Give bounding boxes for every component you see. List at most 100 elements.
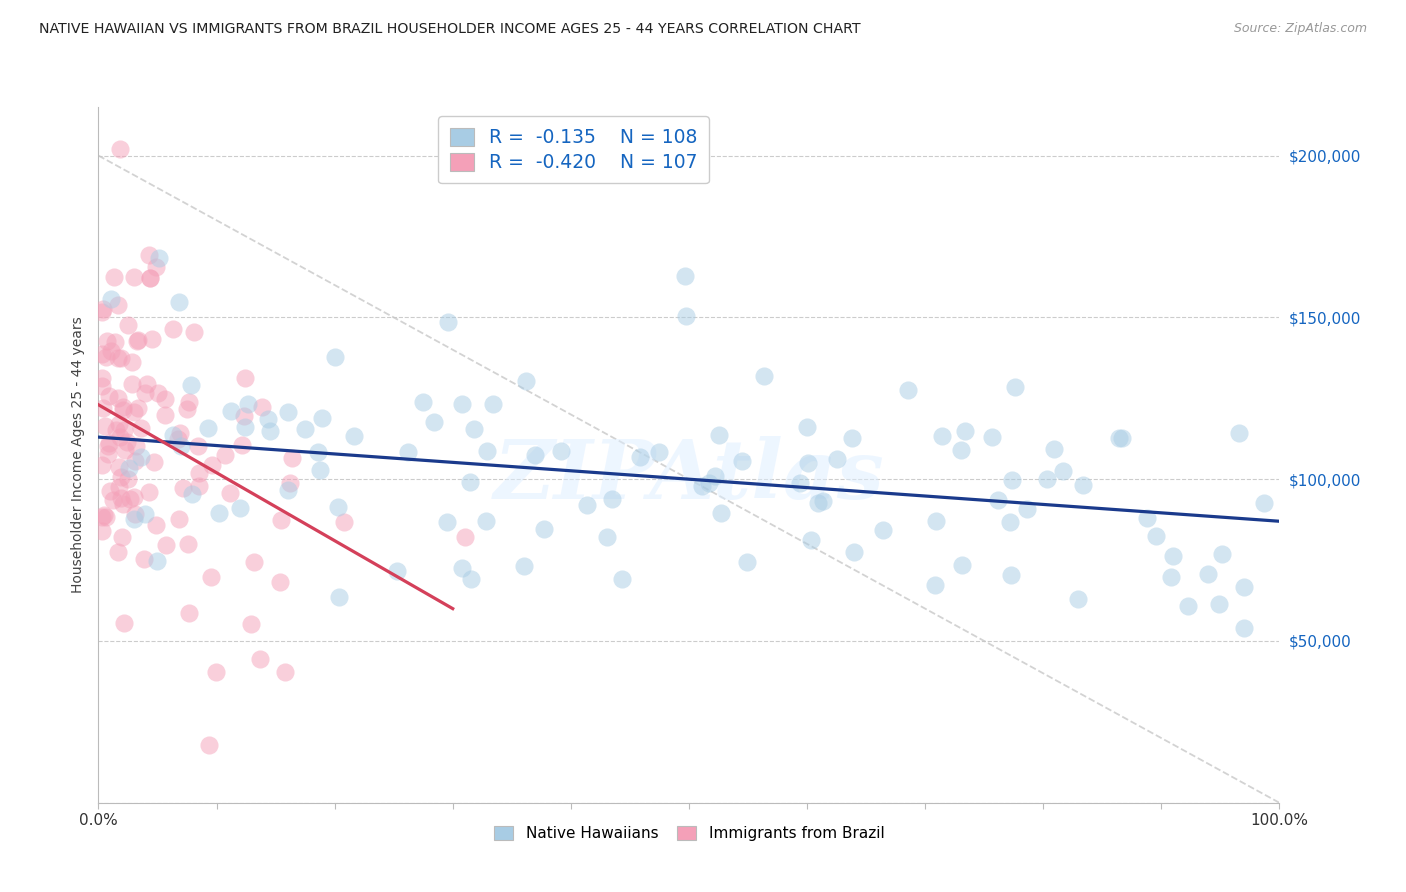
Point [412,395,434,409]
Point [124,454,146,468]
Point [187,438,209,452]
Point [233,371,256,385]
Point [188,479,211,493]
Point [107,545,129,559]
Point [294,422,316,436]
Point [1071,478,1094,492]
Point [138,484,160,499]
Point [596,530,619,544]
Point [1000,515,1022,529]
Point [575,498,598,512]
Point [145,518,167,533]
Point [1036,472,1059,486]
Point [122,405,145,419]
Point [328,590,350,604]
Point [111,530,134,544]
Point [201,458,224,472]
Point [134,386,156,401]
Point [105,423,128,437]
Point [1001,474,1024,488]
Point [673,269,696,284]
Point [166,432,188,446]
Point [111,403,134,417]
Point [436,315,458,329]
Point [704,469,727,483]
Point [1233,621,1256,635]
Point [101,493,124,508]
Point [453,530,475,544]
Point [515,374,537,388]
Point [214,448,236,462]
Point [523,448,546,462]
Point [807,496,830,510]
Point [98,389,121,403]
Point [153,409,176,423]
Point [169,425,191,440]
Point [710,506,733,520]
Point [141,332,163,346]
Point [108,460,131,475]
Point [100,484,122,499]
Point [125,439,148,453]
Point [91,379,114,393]
Point [243,555,266,569]
Point [107,351,129,365]
Point [97,435,120,450]
Point [257,412,280,426]
Point [278,476,301,491]
Point [610,572,633,586]
Point [146,554,169,568]
Point [91,510,114,524]
Point [800,533,823,548]
Point [94,510,117,524]
Point [127,333,149,347]
Point [108,417,131,431]
Point [307,445,329,459]
Point [91,301,114,316]
Point [129,420,152,434]
Point [162,428,184,442]
Point [127,401,149,415]
Point [125,334,148,349]
Point [249,652,271,666]
Point [91,524,114,538]
Point [167,512,190,526]
Point [145,260,167,275]
Point [139,271,162,285]
Point [423,415,446,429]
Point [1004,380,1026,394]
Point [600,492,623,507]
Point [239,616,262,631]
Point [697,475,720,490]
Point [187,466,209,480]
Point [107,391,129,405]
Point [93,508,115,522]
Point [122,269,145,284]
Point [1015,501,1038,516]
Point [197,738,219,752]
Point [108,480,131,494]
Point [332,515,354,529]
Point [180,378,202,392]
Point [115,434,138,449]
Point [142,455,165,469]
Point [343,429,366,443]
Point [170,439,193,453]
Point [1144,529,1167,543]
Point [218,485,240,500]
Point [146,386,169,401]
Point [110,351,132,366]
Point [1233,580,1256,594]
Point [1161,549,1184,563]
Point [259,424,281,438]
Point [205,665,228,679]
Point [122,512,145,526]
Y-axis label: Householder Income Ages 25 - 44 years: Householder Income Ages 25 - 44 years [72,317,86,593]
Point [134,552,156,566]
Point [451,397,474,411]
Point [233,409,256,424]
Point [1111,431,1133,445]
Point [183,325,205,339]
Text: NATIVE HAWAIIAN VS IMMIGRANTS FROM BRAZIL HOUSEHOLDER INCOME AGES 25 - 44 YEARS : NATIVE HAWAIIAN VS IMMIGRANTS FROM BRAZI… [39,22,860,37]
Point [111,497,134,511]
